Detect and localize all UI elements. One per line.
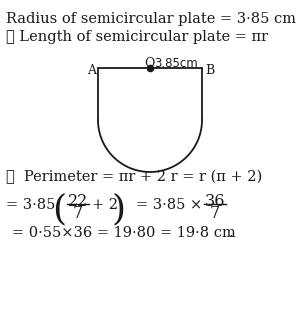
- Text: = 0·55×36 = 19·80 = 19·8 cm: = 0·55×36 = 19·80 = 19·8 cm: [12, 226, 236, 240]
- Text: ): ): [111, 192, 125, 226]
- Text: B: B: [205, 64, 214, 77]
- Text: 7: 7: [73, 205, 83, 222]
- Text: 3.85cm: 3.85cm: [154, 57, 198, 70]
- Text: 7: 7: [210, 205, 220, 222]
- Text: Radius of semicircular plate = 3·85 cm: Radius of semicircular plate = 3·85 cm: [6, 12, 296, 26]
- Text: ∴ Length of semicircular plate = πr: ∴ Length of semicircular plate = πr: [6, 30, 268, 44]
- Text: (: (: [52, 192, 66, 226]
- Text: = 3·85 ×: = 3·85 ×: [136, 198, 202, 212]
- Text: + 2: + 2: [92, 198, 118, 212]
- Text: 22: 22: [68, 193, 88, 210]
- Text: = 3·85: = 3·85: [6, 198, 55, 212]
- Text: 36: 36: [205, 193, 225, 210]
- Text: O: O: [144, 57, 154, 70]
- Text: ∴  Perimeter = πr + 2 r = r (π + 2): ∴ Perimeter = πr + 2 r = r (π + 2): [6, 170, 262, 184]
- Text: .: .: [229, 226, 234, 240]
- Text: A: A: [87, 64, 96, 77]
